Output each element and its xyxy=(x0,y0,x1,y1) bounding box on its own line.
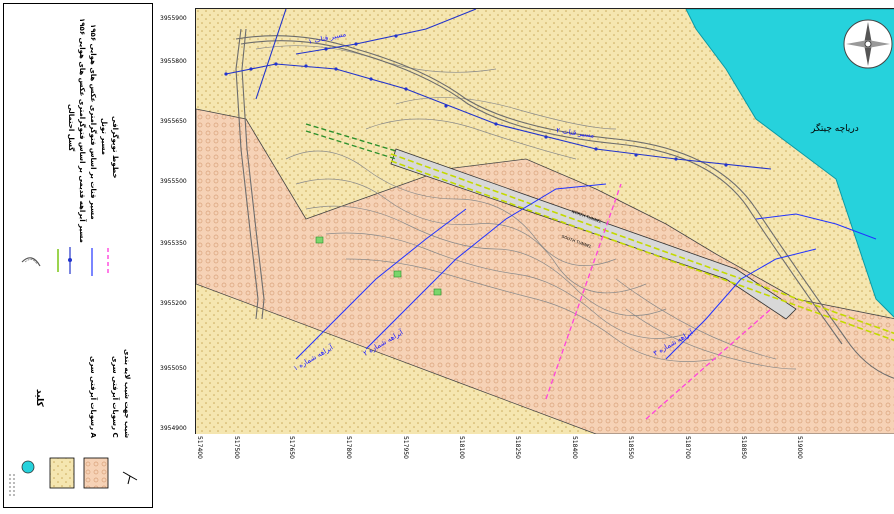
y-tick: 3955050 xyxy=(160,365,187,372)
qanat-well-dots xyxy=(224,34,728,167)
x-tick: 518700 xyxy=(684,436,691,459)
geology-map[interactable]: دریاچه چیتگر آبراهه شماره ۱ آبراهه شماره… xyxy=(195,8,894,434)
x-tick: 517400 xyxy=(196,436,203,459)
lake-label: دریاچه چیتگر xyxy=(811,124,859,134)
x-tick: 519000 xyxy=(796,436,803,459)
tunnel-corridor xyxy=(305,123,894,342)
x-tick: 518550 xyxy=(627,436,634,459)
y-tick: 3955900 xyxy=(160,15,187,22)
y-tick: 3954900 xyxy=(160,425,187,432)
north-arrow-icon xyxy=(843,19,893,69)
alluvium-a-swatch xyxy=(83,457,109,489)
x-tick: 517950 xyxy=(402,436,409,459)
y-tick: 3955200 xyxy=(160,300,187,307)
y-tick: 3955500 xyxy=(160,178,187,185)
x-tick: 518400 xyxy=(571,436,578,459)
scale-marks-icon xyxy=(9,474,15,498)
x-tick: 518850 xyxy=(740,436,747,459)
x-tick: 517800 xyxy=(345,436,352,459)
topo-line-icon xyxy=(21,257,41,267)
probable-faults xyxy=(545,183,772,420)
alluvium-a-area xyxy=(196,108,894,434)
green-markers xyxy=(315,236,442,296)
lake-area xyxy=(685,9,894,318)
x-tick: 518250 xyxy=(514,436,521,459)
topo-contours xyxy=(255,45,797,370)
old-streams xyxy=(295,183,877,360)
roads xyxy=(235,28,894,379)
dip-symbol-icon xyxy=(122,471,138,485)
legend-panel: کلید خطوط توپوگرافی مسیر تونل مسیر قنات … xyxy=(3,3,153,508)
x-tick: 517650 xyxy=(288,436,295,459)
x-tick: 517500 xyxy=(233,436,240,459)
x-tick: 518100 xyxy=(458,436,465,459)
y-tick: 3955800 xyxy=(160,58,187,65)
lake-swatch-icon xyxy=(21,460,35,474)
alluvium-c-swatch xyxy=(49,457,75,489)
qanat-route-icon xyxy=(68,247,72,274)
y-tick: 3955350 xyxy=(160,240,187,247)
y-tick: 3955650 xyxy=(160,118,187,125)
